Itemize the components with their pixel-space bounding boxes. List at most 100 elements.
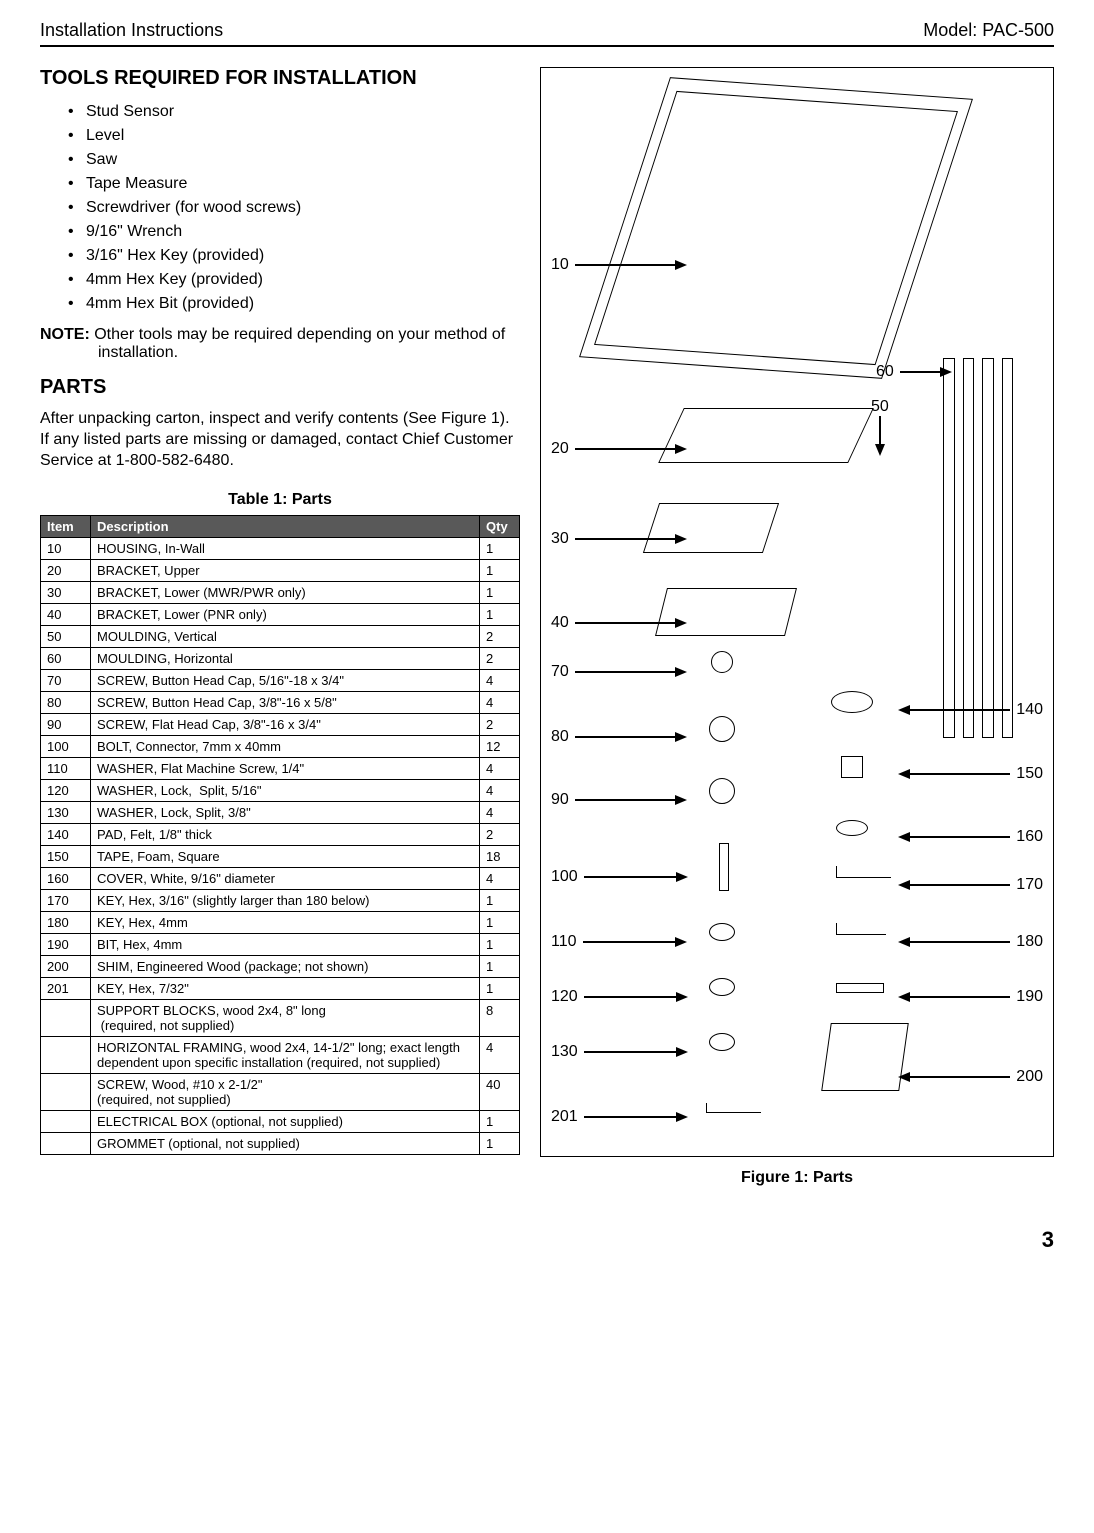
cell-item — [41, 1111, 91, 1133]
cell-description: SCREW, Button Head Cap, 3/8"-16 x 5/8" — [91, 692, 480, 714]
tools-list-item: Saw — [40, 148, 520, 172]
cell-item: 60 — [41, 648, 91, 670]
table-body: 10HOUSING, In-Wall120BRACKET, Upper130BR… — [41, 538, 520, 1155]
cell-description: HORIZONTAL FRAMING, wood 2x4, 14-1/2" lo… — [91, 1037, 480, 1074]
callout-number: 60 — [876, 363, 894, 381]
callout-number: 180 — [1016, 933, 1043, 951]
table-row: 110WASHER, Flat Machine Screw, 1/4"4 — [41, 758, 520, 780]
cell-description: BIT, Hex, 4mm — [91, 934, 480, 956]
cell-item: 80 — [41, 692, 91, 714]
cell-item — [41, 1074, 91, 1111]
table-row: 170KEY, Hex, 3/16" (slightly larger than… — [41, 890, 520, 912]
page-header: Installation Instructions Model: PAC-500 — [40, 20, 1054, 41]
cell-description: SCREW, Flat Head Cap, 3/8"-16 x 3/4" — [91, 714, 480, 736]
callout-number: 50 — [871, 398, 889, 416]
callout-90: 90 — [551, 791, 687, 809]
illus-washer-110 — [709, 923, 735, 941]
tools-list-item: 3/16" Hex Key (provided) — [40, 244, 520, 268]
table-row: ELECTRICAL BOX (optional, not supplied)1 — [41, 1111, 520, 1133]
tools-list-item: 4mm Hex Key (provided) — [40, 268, 520, 292]
illus-bracket-upper — [658, 408, 874, 463]
cell-item: 140 — [41, 824, 91, 846]
callout-number: 190 — [1016, 988, 1043, 1006]
callout-140: 140 — [898, 701, 1043, 719]
cell-description: WASHER, Lock, Split, 5/16" — [91, 780, 480, 802]
table-row: 130WASHER, Lock, Split, 3/8"4 — [41, 802, 520, 824]
figure-caption: Figure 1: Parts — [540, 1169, 1054, 1187]
tools-list-item: Tape Measure — [40, 172, 520, 196]
cell-item: 201 — [41, 978, 91, 1000]
table-row: 180KEY, Hex, 4mm1 — [41, 912, 520, 934]
cell-description: ELECTRICAL BOX (optional, not supplied) — [91, 1111, 480, 1133]
illus-housing — [579, 77, 973, 379]
table-header-row: Item Description Qty — [41, 516, 520, 538]
cell-qty: 1 — [480, 934, 520, 956]
cell-item: 70 — [41, 670, 91, 692]
callout-80: 80 — [551, 728, 687, 746]
cell-description: WASHER, Lock, Split, 3/8" — [91, 802, 480, 824]
illus-screw-80 — [709, 716, 735, 742]
cell-qty: 8 — [480, 1000, 520, 1037]
table-row: GROMMET (optional, not supplied)1 — [41, 1133, 520, 1155]
callout-170: 170 — [898, 876, 1043, 894]
callout-60: 60 — [876, 363, 952, 381]
cell-item: 30 — [41, 582, 91, 604]
page-number: 3 — [0, 1227, 1094, 1253]
cell-description: PAD, Felt, 1/8" thick — [91, 824, 480, 846]
illus-key-170 — [836, 866, 891, 878]
cell-description: KEY, Hex, 7/32" — [91, 978, 480, 1000]
callout-100: 100 — [551, 868, 688, 886]
table-row: SCREW, Wood, #10 x 2-1/2" (required, not… — [41, 1074, 520, 1111]
cell-item: 40 — [41, 604, 91, 626]
cell-description: COVER, White, 9/16" diameter — [91, 868, 480, 890]
cell-item: 110 — [41, 758, 91, 780]
table-row: 120WASHER, Lock, Split, 5/16"4 — [41, 780, 520, 802]
cell-item — [41, 1000, 91, 1037]
callout-number: 100 — [551, 868, 578, 886]
cell-description: MOULDING, Horizontal — [91, 648, 480, 670]
callout-150: 150 — [898, 765, 1043, 783]
illus-cover-160 — [836, 820, 868, 836]
callout-180: 180 — [898, 933, 1043, 951]
cell-qty: 4 — [480, 1037, 520, 1074]
cell-qty: 4 — [480, 868, 520, 890]
cell-description: HOUSING, In-Wall — [91, 538, 480, 560]
cell-item: 200 — [41, 956, 91, 978]
table-row: 150TAPE, Foam, Square18 — [41, 846, 520, 868]
table-row: SUPPORT BLOCKS, wood 2x4, 8" long (requi… — [41, 1000, 520, 1037]
table-caption: Table 1: Parts — [40, 491, 520, 509]
header-right: Model: PAC-500 — [923, 20, 1054, 41]
cell-description: TAPE, Foam, Square — [91, 846, 480, 868]
callout-120: 120 — [551, 988, 688, 1006]
cell-item: 180 — [41, 912, 91, 934]
callout-40: 40 — [551, 614, 687, 632]
cell-description: SCREW, Button Head Cap, 5/16"-18 x 3/4" — [91, 670, 480, 692]
callout-50: 50 — [871, 398, 889, 456]
cell-item: 10 — [41, 538, 91, 560]
cell-item: 170 — [41, 890, 91, 912]
header-left: Installation Instructions — [40, 20, 223, 41]
cell-description: KEY, Hex, 4mm — [91, 912, 480, 934]
tools-list-item: Screwdriver (for wood screws) — [40, 196, 520, 220]
callout-10: 10 — [551, 256, 687, 274]
cell-qty: 1 — [480, 978, 520, 1000]
callout-number: 201 — [551, 1108, 578, 1126]
cell-qty: 2 — [480, 714, 520, 736]
callout-number: 110 — [551, 933, 577, 951]
col-qty: Qty — [480, 516, 520, 538]
callout-number: 140 — [1016, 701, 1043, 719]
callout-number: 120 — [551, 988, 578, 1006]
callout-number: 40 — [551, 614, 569, 632]
note-label: NOTE: — [40, 326, 90, 343]
col-description: Description — [91, 516, 480, 538]
cell-qty: 1 — [480, 538, 520, 560]
illus-pad-140 — [831, 691, 873, 713]
cell-qty: 4 — [480, 758, 520, 780]
cell-qty: 40 — [480, 1074, 520, 1111]
cell-qty: 1 — [480, 582, 520, 604]
tools-list: Stud SensorLevelSawTape MeasureScrewdriv… — [40, 100, 520, 316]
table-row: 90SCREW, Flat Head Cap, 3/8"-16 x 3/4"2 — [41, 714, 520, 736]
tools-list-item: 9/16" Wrench — [40, 220, 520, 244]
tools-list-item: 4mm Hex Bit (provided) — [40, 292, 520, 316]
table-row: 50MOULDING, Vertical2 — [41, 626, 520, 648]
